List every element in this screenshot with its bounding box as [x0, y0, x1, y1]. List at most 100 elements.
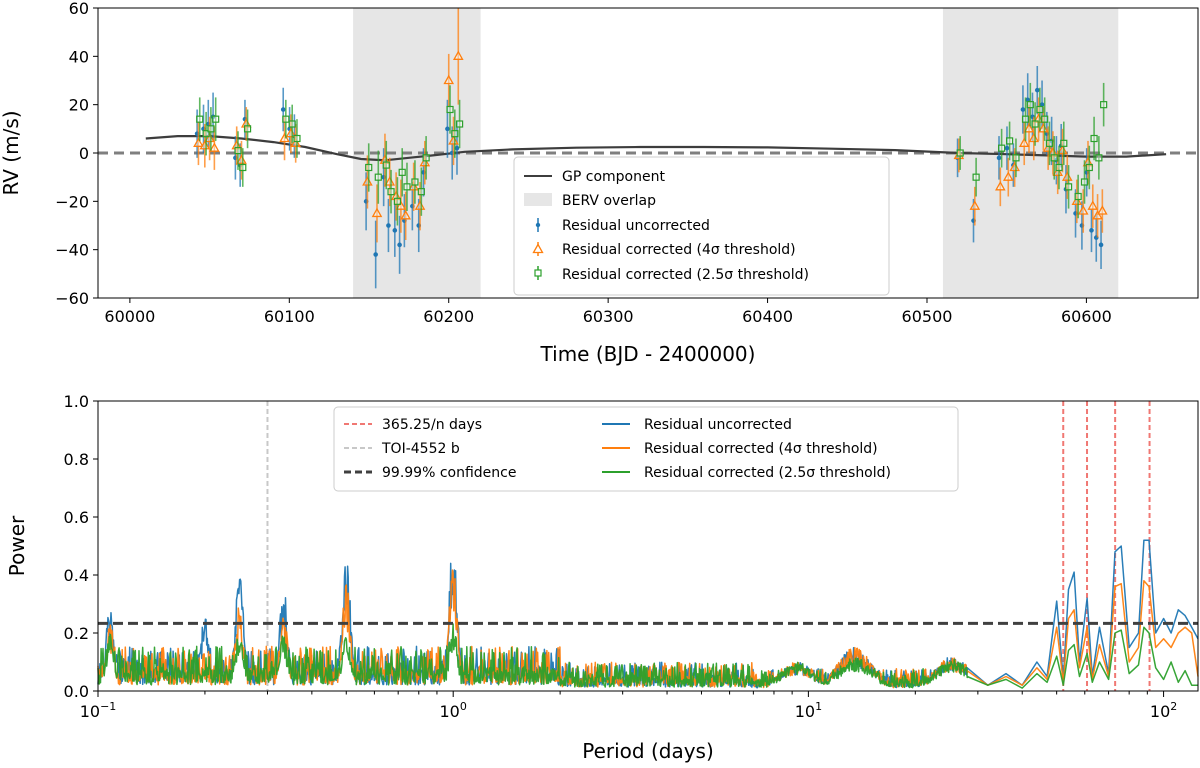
rv-y-tick-label: −40: [55, 241, 89, 260]
rv-marker-square: [1100, 101, 1108, 109]
rv-marker-square: [1045, 139, 1054, 147]
rv-point: [969, 186, 981, 226]
rv-point: [1031, 102, 1039, 146]
rv-marker-square: [1085, 163, 1093, 172]
rv-point: [207, 107, 215, 151]
rv-point: [398, 148, 406, 197]
rv-y-axis-label: RV (m/s): [0, 110, 23, 195]
legend-corrected-2p5sigma-label: Residual corrected (2.5σ threshold): [562, 267, 809, 283]
legend-gp-label: GP component: [562, 169, 665, 185]
rv-marker-triangle: [452, 50, 464, 60]
legend-corrected-4sigma-swatch: [532, 242, 544, 256]
rv-point: [1097, 189, 1108, 233]
legend-confidence-label: 99.99% confidence: [382, 465, 516, 481]
rv-point: [1080, 160, 1089, 204]
pg-y-ticks: 0.0 0.2 0.4 0.6 0.8 1.0: [64, 392, 98, 701]
rv-marker-circle: [996, 155, 1002, 161]
rv-point: [1089, 208, 1094, 253]
legend-corrected-2p5sigma-swatch: [534, 266, 542, 280]
rv-point: [1074, 174, 1082, 219]
rv-marker-square: [417, 188, 425, 196]
rv-marker-square: [1026, 101, 1034, 109]
rv-point: [1036, 87, 1044, 132]
rv-marker-circle: [397, 242, 402, 248]
rv-marker-circle: [1020, 107, 1026, 112]
rv-x-tick-label: 60200: [423, 307, 474, 326]
rv-point: [288, 104, 296, 144]
rv-marker-square: [1064, 183, 1073, 191]
rv-y-tick-label: 20: [69, 96, 89, 115]
rv-marker-square: [1041, 115, 1049, 123]
rv-point: [1012, 138, 1020, 178]
rv-marker-square: [1055, 163, 1063, 172]
rv-point: [212, 97, 220, 141]
rv-point: [365, 143, 373, 192]
rv-marker-square: [196, 115, 204, 123]
rv-marker-circle: [1004, 145, 1010, 151]
rv-residual-points: [193, 8, 1108, 289]
rv-point: [382, 140, 390, 190]
rv-marker-square: [1095, 154, 1103, 162]
pg-y-tick-label: 1.0: [64, 392, 89, 411]
pg-y-tick-label: 0.2: [64, 624, 89, 643]
rv-y-tick-label: 0: [79, 144, 89, 163]
rv-marker-square: [1074, 192, 1082, 201]
rv-marker-circle: [454, 145, 460, 151]
rv-point: [998, 128, 1006, 168]
rv-point: [451, 109, 459, 158]
rv-point: [1041, 97, 1049, 141]
rv-point: [1047, 131, 1059, 175]
rv-point: [452, 8, 464, 105]
pg-legend-frame: [333, 406, 959, 492]
pg-y-axis-label: Power: [5, 515, 29, 576]
rv-marker-triangle: [193, 137, 204, 147]
rv-marker-square: [207, 125, 215, 133]
rv-marker-circle: [392, 228, 398, 233]
rv-marker-triangle: [1018, 137, 1030, 147]
rv-y-tick-label: −60: [55, 289, 89, 308]
rv-marker-square: [382, 161, 390, 169]
pg-x-tick-label: 100: [440, 700, 467, 721]
rv-point: [395, 179, 407, 233]
rv-marker-square: [234, 146, 242, 155]
rv-marker-triangle: [443, 74, 455, 85]
rv-marker-triangle: [1061, 171, 1073, 181]
rv-point: [209, 126, 220, 170]
rv-marker-square: [282, 115, 290, 123]
rv-marker-circle: [386, 223, 391, 228]
rv-point: [1038, 107, 1049, 151]
rv-point: [1023, 104, 1035, 153]
rv-point: [1055, 145, 1063, 190]
rv-point: [400, 191, 411, 240]
rv-point: [995, 167, 1006, 207]
rv-point: [1100, 82, 1108, 127]
rv-marker-square: [455, 120, 464, 128]
rv-point: [243, 109, 252, 149]
rv-point: [1061, 155, 1073, 199]
legend-pg-corrected-2p5sigma-label: Residual corrected (2.5σ threshold): [644, 465, 891, 481]
pg-x-tick-label: 10−1: [80, 700, 117, 721]
rv-marker-square: [411, 178, 419, 186]
rv-point: [455, 99, 464, 149]
rv-marker-circle: [1034, 87, 1040, 93]
rv-point: [392, 203, 398, 257]
rv-y-tick-label: 60: [69, 0, 89, 18]
rv-point: [280, 87, 286, 132]
pg-x-tick-label: 101: [795, 700, 822, 721]
pg-x-ticks: 10−1 100 101 102: [80, 691, 1177, 721]
rv-marker-square: [403, 183, 411, 191]
rv-point: [1050, 136, 1058, 180]
rv-point: [1020, 85, 1026, 134]
rv-point: [239, 148, 247, 187]
rv-marker-circle: [1025, 97, 1031, 103]
periodogram-panel: 10−1 100 101 102 0.0 0.2 0.4 0.6 0.8 1.0 Period …: [5, 392, 1199, 763]
rv-point: [956, 136, 964, 170]
legend-berv-swatch: [524, 193, 552, 206]
rv-marker-square: [374, 173, 382, 181]
pg-y-tick-label: 0.6: [64, 508, 89, 527]
rv-y-tick-label: −20: [55, 192, 89, 211]
rv-point: [422, 136, 430, 180]
rv-marker-square: [422, 154, 430, 162]
rv-marker-square: [293, 134, 301, 143]
rv-point: [411, 160, 419, 204]
